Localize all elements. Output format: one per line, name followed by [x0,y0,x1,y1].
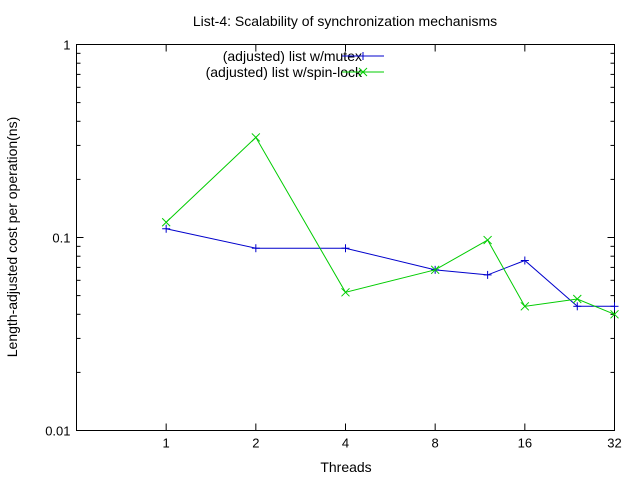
data-point [251,244,260,253]
x-axis-label: Threads [320,459,371,475]
data-point [341,287,350,297]
y-axis-label: Length-adjusted cost per operation(ns) [4,117,20,357]
x-tick-label: 32 [607,436,621,451]
data-point [162,224,171,233]
y-tick-label: 1 [63,38,70,53]
data-point [610,309,619,319]
x-tick-label: 2 [252,436,259,451]
data-point [572,294,582,304]
x-tick-label: 16 [518,436,532,451]
legend-marker [358,67,368,77]
y-tick-label: 0.01 [45,424,70,439]
data-point [520,256,529,265]
series-line-spin-lock [165,136,615,315]
data-point [610,302,619,311]
legend-marker [359,52,367,60]
axis-ticks: 1 2 4 8 16 32 0.01 0.1 1 [45,38,622,451]
data-point [251,133,261,142]
x-tick-label: 1 [163,436,170,451]
data-point [520,301,530,311]
x-tick-label: 8 [432,436,439,451]
chart-title: List-4: Scalability of synchronization m… [193,13,497,29]
data-point [483,270,492,279]
y-tick-label: 0.1 [52,231,70,246]
x-tick-label: 4 [342,436,349,451]
data-point [161,217,171,227]
data-point [483,235,492,245]
legend-label: (adjusted) list w/spin-lock [206,64,363,80]
series-line-mutex [166,228,615,307]
data-point [430,265,440,275]
legend-label: (adjusted) list w/mutex [223,48,362,64]
data-point [341,244,350,253]
data-point [573,302,582,311]
plot-series [161,133,619,319]
legend: (adjusted) list w/mutex(adjusted) list w… [206,48,384,80]
